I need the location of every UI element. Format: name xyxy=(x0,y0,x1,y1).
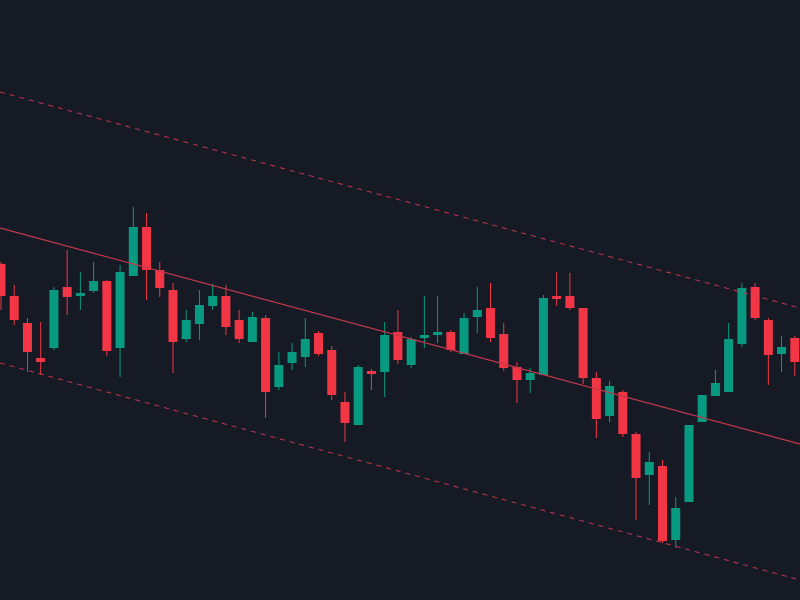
candle-body xyxy=(472,310,482,317)
candle-body xyxy=(194,305,204,324)
candle-body xyxy=(0,264,6,296)
candle-body xyxy=(102,281,112,351)
candle-body xyxy=(763,320,773,355)
candle-body xyxy=(697,395,707,422)
candle-body xyxy=(300,339,310,357)
candle-body xyxy=(234,320,244,339)
candle-body xyxy=(62,287,72,297)
candle-body xyxy=(777,347,787,354)
candle-body xyxy=(128,227,138,276)
candle-body xyxy=(486,308,496,338)
candle-body xyxy=(49,290,59,348)
channel-upper xyxy=(0,91,800,309)
candle-body xyxy=(459,318,469,354)
candle-body xyxy=(644,462,654,475)
candle-body xyxy=(340,402,350,423)
candle-body xyxy=(724,339,734,392)
candle-body xyxy=(353,367,363,425)
candle-body xyxy=(181,320,191,339)
candle-body xyxy=(168,290,178,342)
candle-body xyxy=(380,335,390,372)
candle-body xyxy=(155,270,165,288)
candle-body xyxy=(578,308,588,378)
candle-body xyxy=(737,288,747,344)
candle-body xyxy=(9,296,19,320)
candle-body xyxy=(142,227,152,270)
candle-body xyxy=(115,272,125,348)
candle-body xyxy=(499,334,509,368)
candle-body xyxy=(631,434,641,478)
candle-body xyxy=(247,317,257,342)
candle-body xyxy=(710,383,720,396)
candle-body xyxy=(419,335,429,338)
candle-body xyxy=(605,386,615,416)
candle-body xyxy=(750,287,760,318)
candle-body xyxy=(446,332,456,350)
candle-body xyxy=(552,296,562,299)
candle-body xyxy=(327,350,337,395)
candle-body xyxy=(658,466,667,541)
candle-body xyxy=(314,333,324,354)
candle-body xyxy=(684,425,694,502)
candle-body xyxy=(36,358,46,362)
candle-body xyxy=(790,338,800,362)
candle-body xyxy=(618,392,628,434)
candle-body xyxy=(393,332,403,360)
candle-body xyxy=(287,352,297,363)
candle-body xyxy=(671,508,681,540)
trend-line xyxy=(0,227,800,445)
candle-body xyxy=(208,296,218,306)
candles xyxy=(0,207,800,548)
candle-body xyxy=(366,371,376,374)
candle-body xyxy=(512,367,522,380)
candle-body xyxy=(261,318,271,392)
candle-body xyxy=(525,373,535,380)
candle-body xyxy=(538,298,548,375)
candle-body xyxy=(591,378,601,419)
candle-body xyxy=(433,332,443,335)
candle-body xyxy=(565,296,575,308)
channel-lower xyxy=(0,362,800,581)
candle-body xyxy=(75,293,85,296)
candle-body xyxy=(89,281,99,291)
candle-body xyxy=(221,296,231,327)
candle-body xyxy=(406,339,416,365)
candle-body xyxy=(274,365,284,387)
candle-body xyxy=(22,323,32,352)
